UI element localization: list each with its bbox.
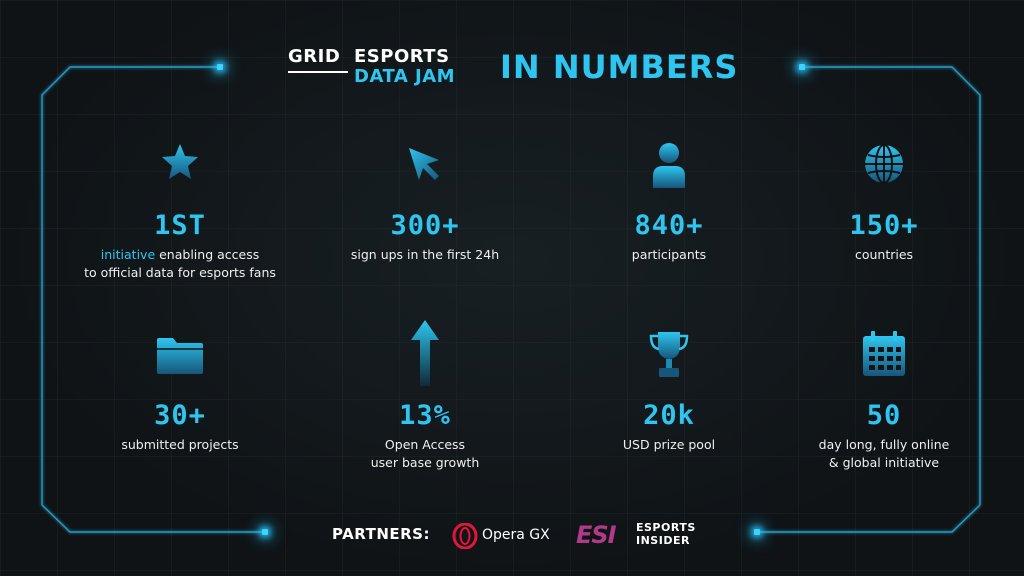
stat-signups: 300+ sign ups in the first 24h	[315, 140, 535, 290]
logo-datajam-text: DATA JAM	[354, 66, 456, 87]
stat-line2: user base growth	[370, 455, 480, 470]
esi-line2: INSIDER	[636, 534, 690, 547]
stat-value: 30+	[154, 400, 206, 431]
stat-first-initiative: 1ST initiative enabling access to offici…	[70, 140, 290, 290]
stat-duration: 50 day long, fully online & global initi…	[774, 320, 994, 470]
frame-glow-dot	[262, 529, 268, 535]
star-icon	[162, 144, 198, 179]
stat-highlight: initiative	[100, 247, 156, 262]
globe-icon	[865, 144, 903, 184]
stat-projects: 30+ submitted projects	[70, 320, 290, 470]
calendar-icon	[863, 331, 905, 376]
stat-description: initiative enabling access to official d…	[70, 246, 290, 282]
opera-gx-logo[interactable]: Opera GX	[452, 521, 552, 551]
partners-label: PARTNERS:	[332, 525, 430, 543]
stat-value: 1ST	[154, 210, 206, 241]
frame-glow-dot	[799, 64, 805, 70]
esi-mark: ESI	[576, 521, 617, 549]
grid-esports-data-jam-logo: GRID ESPORTS DATA JAM	[288, 44, 474, 88]
logo-esports-text: ESPORTS	[354, 46, 450, 67]
logo-grid-text: GRID	[288, 46, 341, 67]
stat-countries: 150+ countries	[774, 140, 994, 290]
frame-glow-dot	[217, 64, 223, 70]
arrow-up-icon	[411, 320, 439, 386]
stat-participants: 840+ participants	[559, 140, 779, 290]
stat-description: Open Access user base growth	[315, 436, 535, 472]
cursor-icon	[409, 148, 439, 180]
stat-prize: 20k USD prize pool	[559, 320, 779, 470]
stat-growth: 13% Open Access user base growth	[315, 320, 535, 470]
stat-value: 150+	[849, 210, 919, 241]
stat-value: 300+	[390, 210, 460, 241]
person-icon	[653, 143, 685, 188]
stat-description: countries	[854, 247, 914, 262]
stat-value: 13%	[399, 400, 451, 431]
esi-line1: ESPORTS	[636, 521, 696, 534]
stat-description: USD prize pool	[622, 437, 716, 452]
stat-line1: Open Access	[384, 437, 466, 452]
stat-value: 20k	[643, 400, 695, 431]
stat-value: 840+	[634, 210, 704, 241]
esi-wordmark: ESPORTS INSIDER	[636, 521, 696, 547]
stat-description: participants	[631, 247, 707, 262]
stat-description: sign ups in the first 24h	[350, 247, 500, 262]
logo-underline	[288, 71, 348, 73]
page-title: IN NUMBERS	[500, 48, 739, 86]
header: GRID ESPORTS DATA JAM IN NUMBERS	[0, 44, 1024, 88]
stat-line2: & global initiative	[828, 455, 940, 470]
stat-line1: enabling access	[155, 247, 260, 262]
partners-bar: PARTNERS: Opera GX ESI ESPORTS INSIDER	[0, 515, 1024, 555]
stat-value: 50	[866, 400, 902, 431]
stat-line2: to official data for esports fans	[84, 265, 276, 280]
folder-icon	[157, 338, 203, 374]
stat-line1: day long, fully online	[818, 437, 950, 452]
opera-icon	[452, 523, 478, 549]
esports-insider-logo[interactable]: ESI ESPORTS INSIDER	[576, 519, 696, 551]
frame-glow-dot	[754, 529, 760, 535]
stat-description: submitted projects	[121, 437, 239, 452]
opera-gx-text: Opera GX	[482, 527, 550, 543]
trophy-icon	[649, 332, 689, 377]
stat-description: day long, fully online & global initiati…	[774, 436, 994, 472]
